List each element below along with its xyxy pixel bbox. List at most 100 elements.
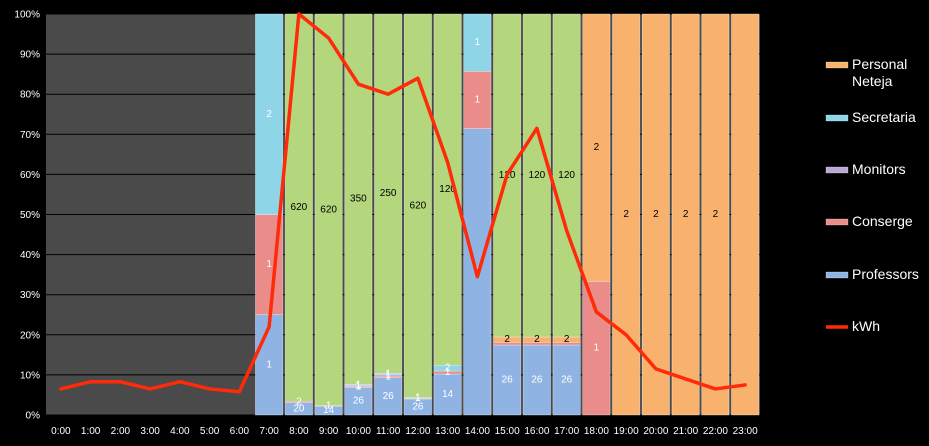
data-label: 2 bbox=[683, 209, 689, 220]
data-label: 120 bbox=[439, 184, 456, 195]
bar-segment-professors bbox=[433, 373, 462, 416]
data-label: 250 bbox=[380, 188, 397, 199]
data-label: 620 bbox=[320, 204, 337, 215]
data-label: 350 bbox=[350, 194, 367, 205]
bar-segment-professors bbox=[522, 344, 551, 416]
legend-label: Monitors bbox=[852, 161, 906, 177]
legend-swatch-conserge bbox=[825, 218, 849, 226]
data-label: 2 bbox=[623, 209, 629, 220]
data-label: 26 bbox=[412, 401, 424, 412]
data-label: 26 bbox=[561, 375, 573, 386]
data-label: 1 bbox=[445, 367, 451, 378]
x-tick-label: 15:00 bbox=[495, 426, 520, 437]
data-label: 120 bbox=[529, 170, 546, 181]
x-tick-label: 7:00 bbox=[259, 426, 279, 437]
data-label: 26 bbox=[502, 375, 514, 386]
y-tick-label: 60% bbox=[20, 170, 40, 181]
data-label: 1 bbox=[415, 393, 421, 404]
bar-segment-alumnes bbox=[433, 13, 462, 366]
y-tick-label: 20% bbox=[20, 330, 40, 341]
legend-label: Conserge bbox=[852, 213, 913, 229]
bar-segment-personal_neteja bbox=[671, 13, 700, 416]
legend-swatch-secretaria bbox=[825, 114, 849, 122]
legend-swatch-personal_neteja bbox=[825, 61, 849, 69]
data-label: 1 bbox=[356, 381, 362, 392]
x-tick-label: 2:00 bbox=[111, 426, 131, 437]
data-label: 2 bbox=[534, 334, 540, 345]
legend-label: kWh bbox=[852, 318, 880, 334]
bar-segment-secretaria bbox=[255, 13, 284, 215]
legend-label: Professors bbox=[852, 266, 919, 282]
bar-segment-professors bbox=[374, 377, 403, 416]
x-tick-label: 5:00 bbox=[200, 426, 220, 437]
x-tick-label: 9:00 bbox=[319, 426, 339, 437]
x-tick-label: 20:00 bbox=[643, 426, 668, 437]
x-tick-label: 23:00 bbox=[733, 426, 758, 437]
data-label: 1 bbox=[266, 359, 272, 370]
data-label: 1 bbox=[475, 37, 481, 48]
data-label: 1 bbox=[266, 259, 272, 270]
data-label: 2 bbox=[504, 334, 510, 345]
x-tick-label: 21:00 bbox=[673, 426, 698, 437]
bar-segment-alumnes bbox=[314, 13, 343, 406]
data-label: 1 bbox=[385, 369, 391, 380]
data-label: 1 bbox=[385, 370, 391, 381]
bar-segment-professors bbox=[493, 344, 522, 416]
bar-segment-alumnes bbox=[284, 13, 313, 402]
data-label: 2 bbox=[266, 109, 272, 120]
bar-segment-professors bbox=[344, 387, 373, 416]
data-label: 2 bbox=[564, 334, 570, 345]
x-tick-label: 18:00 bbox=[584, 426, 609, 437]
data-label: 2 bbox=[445, 363, 451, 374]
y-tick-label: 30% bbox=[20, 290, 40, 301]
bar-segment-personal_neteja bbox=[612, 13, 641, 416]
data-label: 26 bbox=[531, 375, 543, 386]
bar-segment-conserge bbox=[582, 281, 611, 416]
data-label: 620 bbox=[410, 200, 427, 211]
data-label: 1 bbox=[594, 343, 600, 354]
x-tick-label: 22:00 bbox=[703, 426, 728, 437]
data-label: 1 bbox=[415, 392, 421, 403]
data-label: 2 bbox=[296, 396, 302, 407]
y-tick-label: 90% bbox=[20, 50, 40, 61]
data-label: 620 bbox=[291, 202, 308, 213]
bar-segment-alumnes bbox=[344, 13, 373, 385]
y-tick-label: 10% bbox=[20, 370, 40, 381]
data-label: 20 bbox=[293, 403, 305, 414]
legend-swatch-monitors bbox=[825, 166, 849, 174]
data-label: 2 bbox=[713, 209, 719, 220]
legend-label: Personal bbox=[852, 56, 907, 72]
x-tick-label: 8:00 bbox=[289, 426, 309, 437]
legend-swatch-professors bbox=[825, 271, 849, 279]
y-tick-label: 40% bbox=[20, 250, 40, 261]
data-label: 1 bbox=[475, 94, 481, 105]
x-tick-label: 17:00 bbox=[554, 426, 579, 437]
x-tick-label: 16:00 bbox=[524, 426, 549, 437]
x-tick-label: 6:00 bbox=[230, 426, 250, 437]
x-tick-label: 13:00 bbox=[435, 426, 460, 437]
y-tick-label: 0% bbox=[26, 411, 41, 422]
data-label: 14 bbox=[442, 389, 454, 400]
x-tick-label: 12:00 bbox=[405, 426, 430, 437]
data-label: 14 bbox=[323, 405, 335, 416]
kwh-line bbox=[59, 12, 747, 394]
bar-segment-conserge bbox=[463, 70, 492, 129]
legend-label: Neteja bbox=[852, 73, 893, 89]
data-label: 1 bbox=[356, 379, 362, 390]
bar-segment-personal_neteja bbox=[641, 13, 670, 416]
data-label: 26 bbox=[383, 391, 395, 402]
x-tick-label: 19:00 bbox=[614, 426, 639, 437]
x-tick-label: 14:00 bbox=[465, 426, 490, 437]
bar-segment-professors bbox=[255, 314, 284, 416]
bar-segment-personal_neteja bbox=[731, 13, 760, 416]
x-tick-label: 3:00 bbox=[140, 426, 160, 437]
x-tick-label: 11:00 bbox=[376, 426, 401, 437]
bar-segment-alumnes bbox=[552, 13, 581, 338]
y-tick-label: 50% bbox=[20, 210, 40, 221]
data-label: 1 bbox=[326, 400, 332, 411]
data-label: 120 bbox=[558, 170, 575, 181]
y-tick-label: 70% bbox=[20, 130, 40, 141]
x-tick-label: 1:00 bbox=[81, 426, 101, 437]
